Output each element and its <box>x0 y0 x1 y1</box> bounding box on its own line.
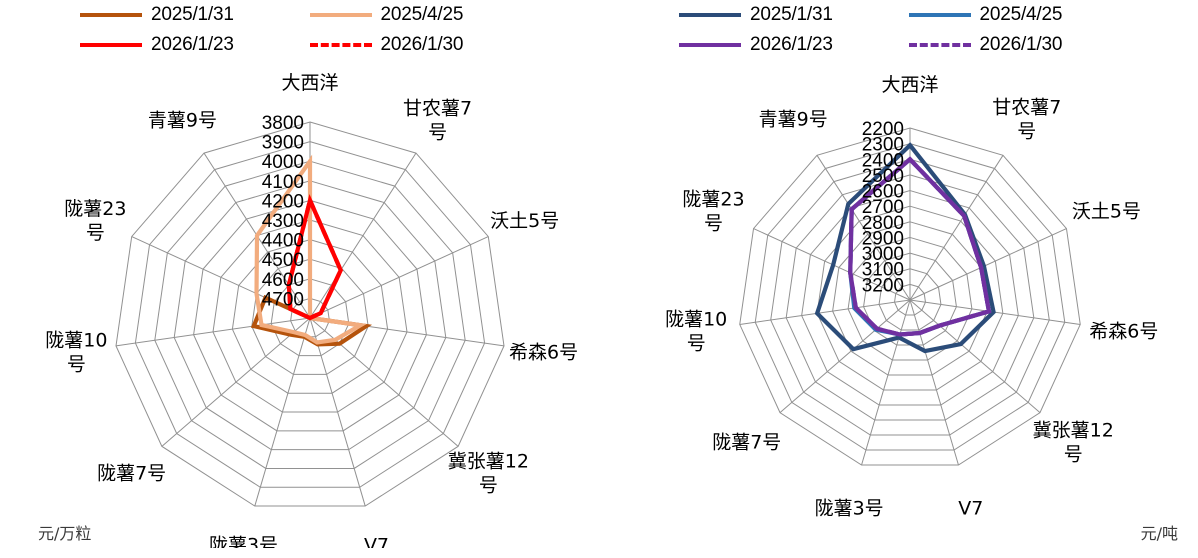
radial-tick-label: 3900 <box>262 133 304 154</box>
category-label: 陇薯3号 <box>815 497 884 519</box>
legend-solid-line-icon <box>679 13 741 17</box>
radial-tick-label: 3100 <box>862 260 904 281</box>
radial-tick-label: 2900 <box>862 228 904 249</box>
category-label: 号 <box>1064 443 1083 465</box>
legend-label: 2025/1/31 <box>151 4 234 25</box>
radial-tick-label: 2700 <box>862 197 904 218</box>
category-label: 青薯9号 <box>759 108 828 130</box>
category-label: 沃土5号 <box>490 210 559 232</box>
category-labels: 大西洋甘农薯7号沃土5号希森6号冀张薯12号V7陇薯3号陇薯7号陇薯10号陇薯2… <box>665 74 1158 519</box>
legend-dashed-line-icon <box>309 43 372 47</box>
radial-tick-label: 3000 <box>862 244 904 265</box>
legend-label: 2025/1/31 <box>750 4 833 25</box>
legend-label: 2025/4/25 <box>380 4 464 25</box>
legend-dashed-line-icon <box>908 43 971 47</box>
right-chart-legend: 2025/1/31 2025/4/25 2026/1/23 2026/1/30 <box>599 4 1198 56</box>
category-label: V7 <box>364 534 389 548</box>
legend-solid-line-icon <box>309 13 372 17</box>
legend-item-right-3[interactable]: 2026/1/30 <box>908 34 1139 56</box>
legend-solid-line-icon <box>908 13 971 17</box>
category-label: 陇薯3号 <box>209 534 278 548</box>
radial-tick-label: 4100 <box>262 172 304 193</box>
category-label: 号 <box>428 121 447 143</box>
category-label: 号 <box>704 212 723 234</box>
left-unit-label: 元/万粒 <box>38 524 92 543</box>
radar-series-left-3 <box>286 193 344 321</box>
legend-item-right-1[interactable]: 2025/4/25 <box>908 4 1139 26</box>
category-label: 大西洋 <box>281 72 338 94</box>
radial-tick-label: 2800 <box>862 213 904 234</box>
radial-tick-label: 4600 <box>262 270 304 291</box>
left-chart-panel: 2025/1/31 2025/4/25 2026/1/23 2026/1/30 380… <box>0 4 599 548</box>
radar-series-right-0 <box>814 142 996 354</box>
right-chart-panel: 2025/1/31 2025/4/25 2026/1/23 2026/1/30 220… <box>599 0 1198 558</box>
category-label: 希森6号 <box>509 342 578 364</box>
legend-solid-line-icon <box>80 13 142 17</box>
category-labels: 大西洋甘农薯7号沃土5号希森6号冀张薯12号V7陇薯3号陇薯7号陇薯10号陇薯2… <box>45 72 578 548</box>
radial-tick-labels: 2200230024002500260027002800290030003100… <box>862 119 904 296</box>
legend-item-left-3[interactable]: 2026/1/30 <box>309 34 540 56</box>
radar-series-left-1 <box>254 154 367 345</box>
radial-tick-label: 4400 <box>262 231 304 252</box>
category-label: 大西洋 <box>881 74 938 96</box>
category-label: 沃土5号 <box>1072 200 1141 222</box>
legend-item-left-1[interactable]: 2025/4/25 <box>309 4 540 26</box>
radial-tick-label: 2600 <box>862 182 904 203</box>
legend-label: 2026/1/30 <box>979 34 1063 55</box>
category-label: 甘农薯7 <box>403 97 472 119</box>
radial-tick-label: 2300 <box>862 135 904 156</box>
category-label: V7 <box>958 497 983 519</box>
category-label: 希森6号 <box>1089 321 1158 343</box>
radar-series-right-3 <box>848 156 992 337</box>
radial-tick-label: 2200 <box>862 119 904 140</box>
radial-tick-label: 4000 <box>262 152 304 173</box>
category-label: 陇薯10 <box>45 330 107 352</box>
left-chart-legend: 2025/1/31 2025/4/25 2026/1/23 2026/1/30 <box>0 4 599 56</box>
radial-tick-label: 3800 <box>262 113 304 134</box>
category-label: 甘农薯7 <box>992 96 1061 118</box>
category-label: 陇薯23 <box>682 188 744 210</box>
legend-label: 2026/1/23 <box>750 34 833 55</box>
radar-series-group <box>250 154 373 347</box>
right-unit-label: 元/吨 <box>1140 524 1178 543</box>
category-label: 陇薯7号 <box>97 463 166 485</box>
legend-label: 2025/4/25 <box>979 4 1063 25</box>
category-label: 号 <box>1017 120 1036 142</box>
category-label: 陇薯23 <box>64 198 126 220</box>
category-label: 陇薯10 <box>665 309 727 331</box>
legend-label: 2026/1/30 <box>380 34 464 55</box>
category-label: 陇薯7号 <box>712 431 781 453</box>
radial-tick-label: 4700 <box>262 289 304 310</box>
legend-solid-line-icon <box>80 43 142 47</box>
category-label: 号 <box>687 333 706 355</box>
category-label: 号 <box>67 354 86 376</box>
legend-item-left-2[interactable]: 2026/1/23 <box>80 34 310 56</box>
right-radar-svg: 2200230024002500260027002800290030003100… <box>665 74 1158 519</box>
radial-tick-label: 4300 <box>262 211 304 232</box>
category-label: 号 <box>86 222 105 244</box>
radar-series-group <box>814 142 996 354</box>
left-radar-svg: 3800390040004100420043004400450046004700… <box>45 72 578 548</box>
legend-item-right-2[interactable]: 2026/1/23 <box>679 34 909 56</box>
legend-item-right-0[interactable]: 2025/1/31 <box>679 4 909 26</box>
radial-tick-label: 2500 <box>862 166 904 187</box>
legend-label: 2026/1/23 <box>151 34 234 55</box>
radial-tick-label: 4200 <box>262 191 304 212</box>
category-label: 冀张薯12 <box>1033 419 1114 441</box>
radial-tick-label: 4500 <box>262 250 304 271</box>
category-label: 号 <box>479 475 498 497</box>
radial-tick-label: 2400 <box>862 150 904 171</box>
radar-spokes <box>739 128 1081 466</box>
category-label: 冀张薯12 <box>448 451 529 473</box>
radar-gridlines <box>115 121 505 507</box>
legend-item-left-0[interactable]: 2025/1/31 <box>80 4 310 26</box>
legend-solid-line-icon <box>679 43 741 47</box>
category-label: 青薯9号 <box>148 109 217 131</box>
radial-tick-label: 3200 <box>862 275 904 296</box>
